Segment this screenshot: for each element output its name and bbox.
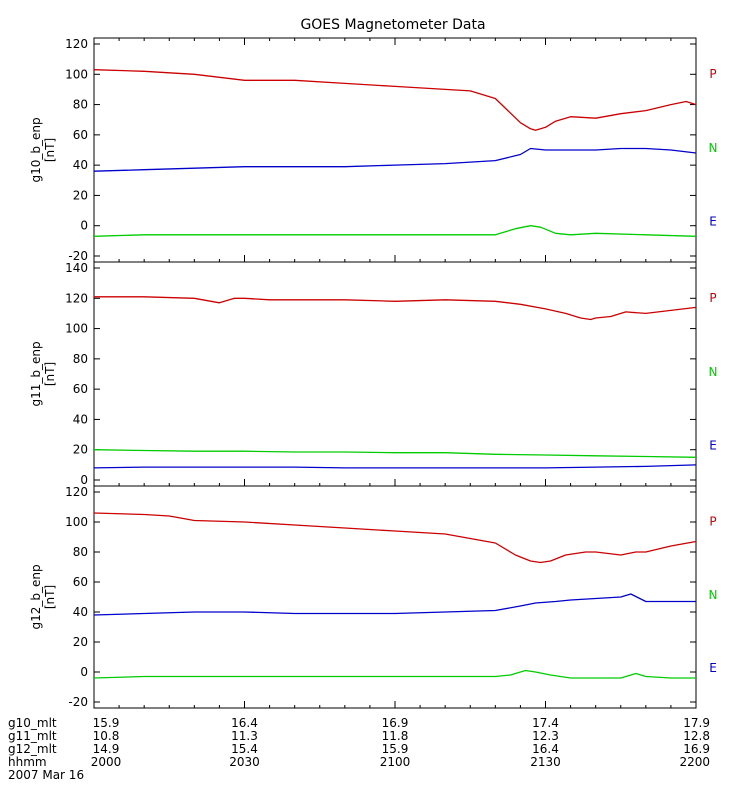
footer-value: 16.4 — [231, 716, 258, 730]
panel-g10: -20 0 20 40 60 80 100 120 g10_b_enp [nT] P N E — [29, 37, 717, 263]
footer-value: 17.4 — [532, 716, 559, 730]
footer-value: 2130 — [530, 755, 561, 769]
ytick-label: -20 — [68, 249, 88, 263]
footer-value: 11.3 — [231, 729, 258, 743]
legend-N-g12: N — [709, 588, 718, 602]
footer-row-label: hhmm — [8, 755, 47, 769]
ytick-label: 60 — [73, 128, 88, 142]
footer-value: 16.9 — [683, 742, 710, 756]
footer-value: 15.4 — [231, 742, 258, 756]
ylabel-g10: g10_b_enp — [29, 117, 43, 182]
ytick-label: 0 — [80, 665, 88, 679]
legend-P-g11: P — [709, 291, 716, 305]
ylabel-g11: g11_b_enp — [29, 341, 43, 406]
series-line-g10-N — [93, 147, 697, 172]
footer-value: 15.9 — [93, 716, 120, 730]
yunit-g10: [nT] — [43, 138, 57, 162]
footer-row-label: g12_mlt — [8, 742, 57, 756]
yunit-g11: [nT] — [43, 362, 57, 386]
footer-value: 17.9 — [683, 716, 710, 730]
ytick-label: 80 — [73, 545, 88, 559]
ytick-label: 20 — [73, 443, 88, 457]
ytick-label: 100 — [65, 515, 88, 529]
footer-value: 2200 — [679, 755, 710, 769]
ytick-label: 20 — [73, 635, 88, 649]
footer-row-label: g10_mlt — [8, 716, 57, 730]
yunit-g12: [nT] — [43, 585, 57, 609]
ytick-label: 60 — [73, 382, 88, 396]
footer-value: 2000 — [91, 755, 122, 769]
footer-value: 2030 — [229, 755, 260, 769]
chart-title: GOES Magnetometer Data — [300, 17, 485, 33]
ytick-label: 80 — [73, 352, 88, 366]
series-line-g12-P — [93, 512, 697, 564]
ytick-label: 100 — [65, 322, 88, 336]
ytick-label: 80 — [73, 98, 88, 112]
panel-g11: 0 20 40 60 80 100 120 140 g11_b_enp [nT] P N E — [29, 261, 717, 487]
series-line-g11-E — [93, 464, 697, 469]
footer-table: g10_mlt 15.9 16.4 16.9 17.4 17.9 g11_mlt 10.8 11… — [8, 716, 710, 782]
ytick-label: 20 — [73, 188, 88, 202]
ytick-label: 40 — [73, 158, 88, 172]
series-line-g12-N — [93, 593, 696, 616]
ytick-label: 60 — [73, 575, 88, 589]
ytick-label: 120 — [65, 37, 88, 51]
footer-row-label: g11_mlt — [8, 729, 57, 743]
footer-value: 10.8 — [93, 729, 120, 743]
footer-value: 15.9 — [382, 742, 409, 756]
series-line-g10-P — [93, 69, 697, 131]
legend-P-g10: P — [709, 67, 716, 81]
ytick-label: 40 — [73, 412, 88, 426]
ytick-label: 0 — [80, 473, 88, 487]
series-line-g11-N — [93, 449, 697, 458]
ytick-label: -20 — [68, 695, 88, 709]
legend-P-g12: P — [709, 515, 716, 529]
footer-value: 16.4 — [532, 742, 559, 756]
legend-E-g10: E — [709, 215, 717, 229]
ylabel-g12: g12_b_enp — [29, 564, 43, 629]
series-line-g12-E — [93, 669, 696, 679]
ytick-label: 40 — [73, 605, 88, 619]
panel-g12: -20 0 20 40 60 80 100 120 g12_b_enp [nT] P N E — [29, 485, 717, 709]
footer-date: 2007 Mar 16 — [8, 768, 84, 782]
legend-E-g11: E — [709, 439, 717, 453]
ytick-label: 120 — [65, 291, 88, 305]
ytick-label: 100 — [65, 67, 88, 81]
series-line-g10-E — [93, 225, 697, 237]
footer-value: 12.3 — [532, 729, 559, 743]
series-line-g11-P — [94, 296, 697, 321]
ytick-label: 140 — [65, 261, 88, 275]
legend-E-g12: E — [709, 661, 717, 675]
footer-value: 11.8 — [382, 729, 409, 743]
footer-value: 16.9 — [382, 716, 409, 730]
ytick-label: 120 — [65, 485, 88, 499]
legend-N-g10: N — [709, 141, 718, 155]
footer-value: 12.8 — [683, 729, 710, 743]
footer-value: 14.9 — [93, 742, 120, 756]
footer-value: 2100 — [380, 755, 411, 769]
ytick-label: 0 — [80, 219, 88, 233]
legend-N-g11: N — [709, 365, 718, 379]
